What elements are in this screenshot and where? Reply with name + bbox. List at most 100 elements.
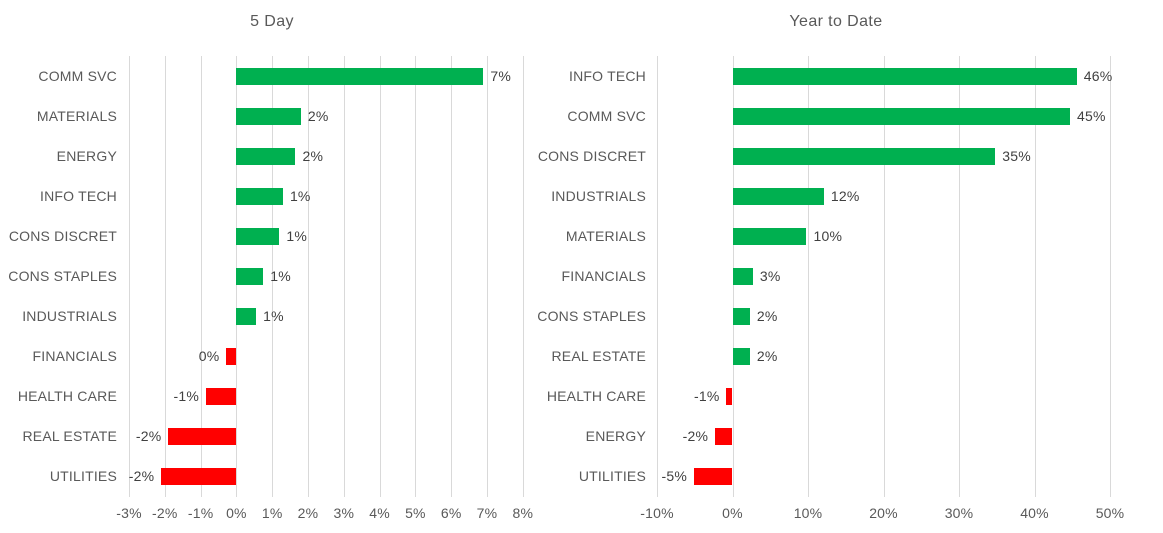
category-label-utilities: UTILITIES <box>578 468 646 485</box>
bar-energy <box>715 428 733 446</box>
gridline <box>1110 56 1111 497</box>
bar-real-estate <box>168 428 237 446</box>
bar-cons-discret <box>236 227 280 245</box>
category-label-energy: ENERGY <box>56 147 117 164</box>
category-label-info-tech: INFO TECH <box>569 67 646 84</box>
category-label-cons-discret: CONS DISCRET <box>8 227 117 244</box>
axis-tick-label: 8% <box>512 505 534 521</box>
bar-energy <box>236 147 296 165</box>
gridline <box>379 56 381 497</box>
category-label-health-care: HEALTH CARE <box>546 388 646 405</box>
gridline <box>522 56 524 497</box>
category-label-materials: MATERIALS <box>565 227 646 244</box>
gridline <box>200 56 202 497</box>
gridline <box>451 56 453 497</box>
value-label-energy: 2% <box>302 147 324 164</box>
value-label-health-care: -1% <box>693 388 720 405</box>
bar-info-tech <box>732 67 1077 85</box>
value-label-cons-discret: 35% <box>1002 147 1031 164</box>
value-label-energy: -2% <box>682 428 709 445</box>
value-label-info-tech: 1% <box>289 187 311 204</box>
category-label-comm-svc: COMM SVC <box>567 107 646 124</box>
gridline <box>308 56 309 497</box>
chart-title-year-to-date: Year to Date <box>789 13 883 30</box>
gridline <box>657 56 658 497</box>
bar-comm-svc <box>732 107 1070 125</box>
gridline <box>415 56 417 497</box>
bar-health-care <box>726 388 733 406</box>
value-label-utilities: -5% <box>661 468 687 485</box>
gridline <box>487 56 488 497</box>
axis-tick-label: 40% <box>1020 505 1049 521</box>
category-label-real-estate: REAL ESTATE <box>551 348 646 365</box>
bar-cons-staples <box>236 268 264 285</box>
bar-materials <box>732 227 807 245</box>
bar-cons-staples <box>732 308 750 326</box>
axis-tick-label: 6% <box>440 505 462 521</box>
value-label-health-care: -1% <box>173 388 199 405</box>
bar-health-care <box>205 388 237 406</box>
bar-utilities <box>161 468 237 486</box>
axis-tick-label: -10% <box>640 505 674 521</box>
value-label-materials: 10% <box>813 227 843 244</box>
category-label-comm-svc: COMM SVC <box>38 67 117 84</box>
bar-cons-discret <box>732 147 996 165</box>
axis-tick-label: 1% <box>261 505 283 521</box>
category-label-financials: FINANCIALS <box>561 268 646 284</box>
value-label-financials: 3% <box>759 268 781 284</box>
category-label-financials: FINANCIALS <box>32 348 117 365</box>
axis-tick-label: 3% <box>333 505 355 521</box>
gridline <box>343 56 345 497</box>
axis-tick-label: 7% <box>476 505 498 521</box>
axis-tick-label: 10% <box>793 505 823 521</box>
axis-tick-label: 4% <box>369 505 390 521</box>
value-label-utilities: -2% <box>128 468 155 485</box>
value-label-industrials: 12% <box>830 187 860 204</box>
bar-industrials <box>732 187 824 205</box>
gridline <box>129 56 130 497</box>
value-label-cons-staples: 1% <box>270 268 291 284</box>
axis-tick-label: 30% <box>944 505 974 521</box>
category-label-real-estate: REAL ESTATE <box>22 428 117 445</box>
axis-tick-label: 50% <box>1095 505 1125 521</box>
category-label-materials: MATERIALS <box>36 107 117 124</box>
bar-financials <box>226 348 237 366</box>
axis-tick-label: -1% <box>187 505 214 521</box>
category-label-cons-staples: CONS STAPLES <box>8 268 117 284</box>
category-label-cons-discret: CONS DISCRET <box>537 147 646 164</box>
axis-tick-label: -3% <box>116 505 142 521</box>
category-label-utilities: UTILITIES <box>49 468 117 485</box>
category-label-energy: ENERGY <box>585 428 646 445</box>
category-label-info-tech: INFO TECH <box>40 187 117 204</box>
axis-tick-label: 2% <box>297 505 319 521</box>
category-label-health-care: HEALTH CARE <box>17 388 117 405</box>
value-label-comm-svc: 45% <box>1076 107 1106 124</box>
bar-comm-svc <box>236 67 484 85</box>
gridline <box>959 56 960 497</box>
value-label-industrials: 1% <box>263 308 284 325</box>
axis-tick-label: 5% <box>405 505 426 521</box>
value-label-real-estate: 2% <box>756 348 778 365</box>
category-label-industrials: INDUSTRIALS <box>551 187 646 204</box>
value-label-cons-staples: 2% <box>756 308 778 325</box>
axis-tick-label: 20% <box>869 505 898 521</box>
bar-utilities <box>693 468 733 486</box>
bar-materials <box>236 107 301 125</box>
category-label-cons-staples: CONS STAPLES <box>537 308 646 325</box>
chart-title-5-day: 5 Day <box>250 13 294 30</box>
value-label-financials: 0% <box>198 348 220 365</box>
gridline <box>1034 56 1036 497</box>
bar-industrials <box>236 308 257 326</box>
bar-financials <box>732 268 753 285</box>
axis-tick-label: -2% <box>152 505 178 521</box>
gridline <box>272 56 274 497</box>
gridline <box>883 56 885 497</box>
value-label-real-estate: -2% <box>135 428 162 445</box>
bar-real-estate <box>732 348 750 366</box>
axis-tick-label: 0% <box>226 505 247 521</box>
bar-info-tech <box>236 187 283 205</box>
value-label-info-tech: 46% <box>1083 67 1113 84</box>
value-label-comm-svc: 7% <box>490 67 512 84</box>
gridline <box>164 56 166 497</box>
